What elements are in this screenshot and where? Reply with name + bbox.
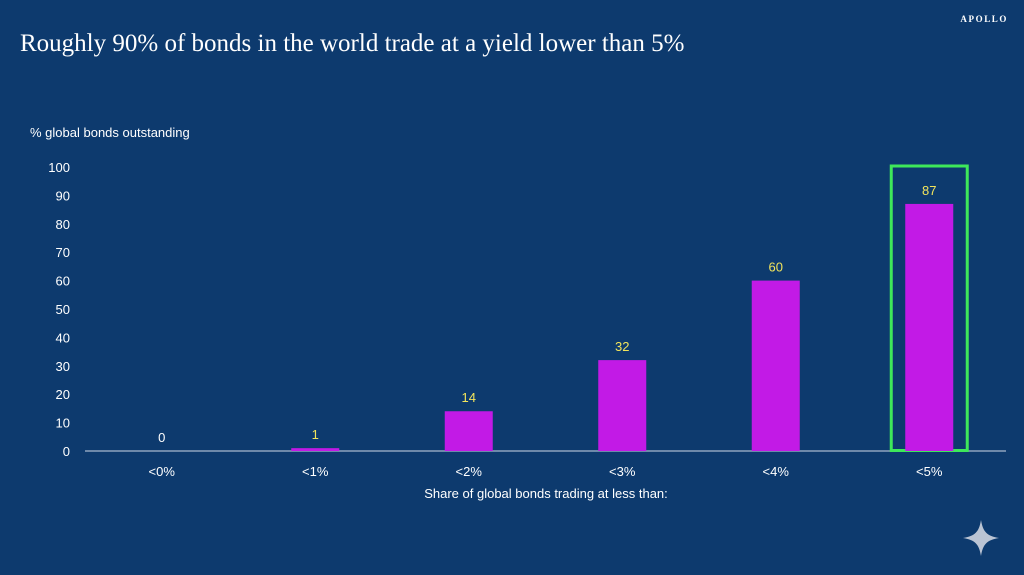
data-label: 87 <box>922 183 936 198</box>
data-label: 1 <box>312 427 319 442</box>
y-tick-label: 90 <box>56 188 70 203</box>
data-label: 14 <box>462 390 476 405</box>
brand-logo: APOLLO <box>960 14 1008 24</box>
sparkle-icon <box>963 520 999 556</box>
x-axis-ticks: <0% <1% <2% <3% <4% <5% <box>149 464 943 479</box>
y-tick-label: 10 <box>56 416 70 431</box>
bar <box>751 280 800 451</box>
y-tick-label: 50 <box>56 302 70 317</box>
x-tick-label: <4% <box>763 464 790 479</box>
y-axis-ticks: 0 10 20 30 40 50 60 70 80 90 100 <box>48 160 70 459</box>
y-tick-label: 40 <box>56 330 70 345</box>
bar <box>291 448 340 451</box>
x-tick-label: <2% <box>456 464 483 479</box>
data-label: 60 <box>769 260 783 275</box>
y-tick-label: 70 <box>56 245 70 260</box>
y-tick-label: 100 <box>48 160 70 175</box>
bar <box>444 411 493 451</box>
y-axis-label: % global bonds outstanding <box>30 125 190 140</box>
y-tick-label: 0 <box>63 444 70 459</box>
x-tick-label: <5% <box>916 464 943 479</box>
chart-title: Roughly 90% of bonds in the world trade … <box>20 30 685 57</box>
x-tick-label: <1% <box>302 464 329 479</box>
bars-group <box>291 164 969 452</box>
data-label: 32 <box>615 339 629 354</box>
bar <box>598 360 647 451</box>
y-tick-label: 80 <box>56 217 70 232</box>
x-axis-label: Share of global bonds trading at less th… <box>424 486 668 501</box>
y-tick-label: 20 <box>56 387 70 402</box>
data-label: 0 <box>158 430 165 445</box>
data-labels: 0 1 14 32 60 87 <box>158 183 936 445</box>
bar <box>905 203 954 451</box>
y-tick-label: 60 <box>56 274 70 289</box>
x-tick-label: <0% <box>149 464 176 479</box>
y-tick-label: 30 <box>56 359 70 374</box>
x-tick-label: <3% <box>609 464 636 479</box>
